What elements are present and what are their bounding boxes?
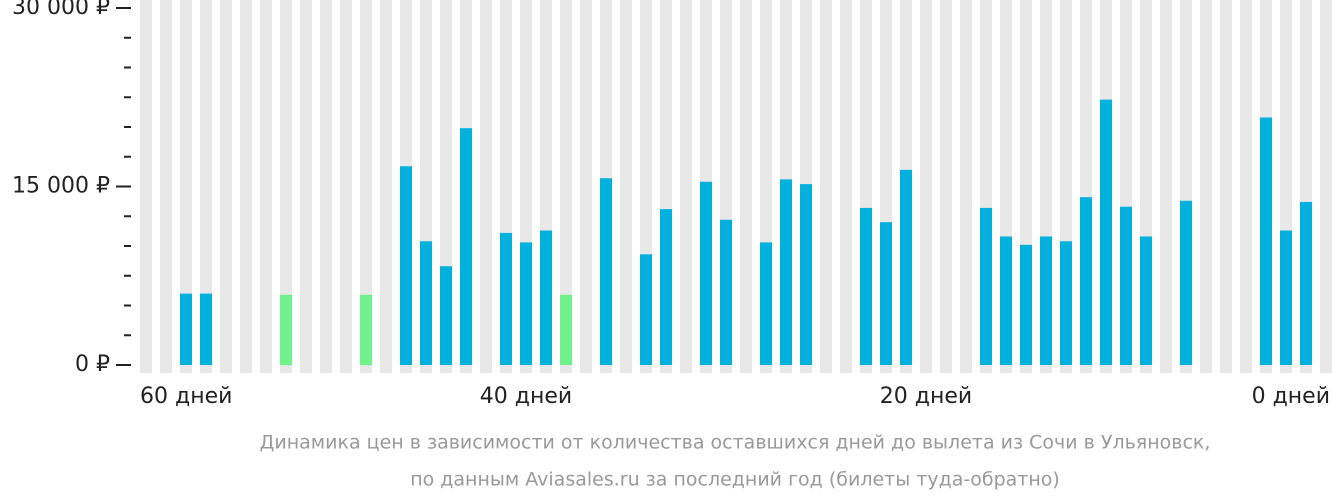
column-background [380, 0, 392, 373]
y-tick-label: 15 000 ₽ [12, 174, 110, 199]
bar [1120, 206, 1132, 365]
bar [1280, 230, 1292, 365]
bar [180, 293, 192, 365]
bar [560, 294, 572, 365]
column-background [820, 0, 832, 373]
bar [1140, 236, 1152, 365]
bar [460, 128, 472, 365]
column-background [580, 0, 592, 373]
column-background [280, 0, 292, 373]
column-background [560, 0, 572, 373]
bar [600, 178, 612, 365]
x-tick-label: 40 дней [480, 384, 572, 409]
column-background [160, 0, 172, 373]
bar [1100, 99, 1112, 365]
bar [440, 266, 452, 365]
caption: по данным Aviasales.ru за последний год … [410, 469, 1060, 491]
bar [420, 241, 432, 365]
bar [640, 254, 652, 365]
bar [800, 184, 812, 365]
column-background [1220, 0, 1232, 373]
caption: Динамика цен в зависимости от количества… [260, 432, 1211, 454]
bar [760, 242, 772, 365]
bar [540, 230, 552, 365]
column-background [920, 0, 932, 373]
y-tick-label: 30 000 ₽ [12, 0, 110, 20]
bar [200, 293, 212, 365]
bar [1300, 201, 1312, 365]
bar [880, 222, 892, 365]
bar [1040, 236, 1052, 365]
bar [700, 181, 712, 365]
column-background [340, 0, 352, 373]
column-background [960, 0, 972, 373]
column-background [240, 0, 252, 373]
bar [1080, 197, 1092, 365]
bar [720, 219, 732, 365]
column-background [320, 0, 332, 373]
column-background [680, 0, 692, 373]
column-background [480, 0, 492, 373]
bar [1180, 200, 1192, 365]
bar [660, 209, 672, 365]
column-background [140, 0, 152, 373]
column-background [1200, 0, 1212, 373]
column-background [1160, 0, 1172, 373]
x-tick-label: 20 дней [880, 384, 972, 409]
column-background [200, 0, 212, 373]
bar [1060, 241, 1072, 365]
column-background [220, 0, 232, 373]
column-background [260, 0, 272, 373]
bar [860, 207, 872, 365]
column-background [180, 0, 192, 373]
bar [400, 166, 412, 365]
column-background [740, 0, 752, 373]
y-tick-label: 0 ₽ [75, 352, 110, 377]
column-background [840, 0, 852, 373]
column-background [940, 0, 952, 373]
x-tick-label: 0 дней [1252, 384, 1330, 409]
bar [900, 169, 912, 365]
bar [1020, 244, 1032, 365]
column-background [620, 0, 632, 373]
column-background [1240, 0, 1252, 373]
bar [980, 207, 992, 365]
x-tick-label: 60 дней [140, 384, 232, 409]
bar [500, 232, 512, 365]
bar [1000, 236, 1012, 365]
bar [1260, 117, 1272, 365]
column-background [300, 0, 312, 373]
column-background [360, 0, 372, 373]
column-background [1320, 0, 1332, 373]
bar [280, 294, 292, 365]
bar [780, 179, 792, 365]
bar [360, 294, 372, 365]
bar [520, 242, 532, 365]
